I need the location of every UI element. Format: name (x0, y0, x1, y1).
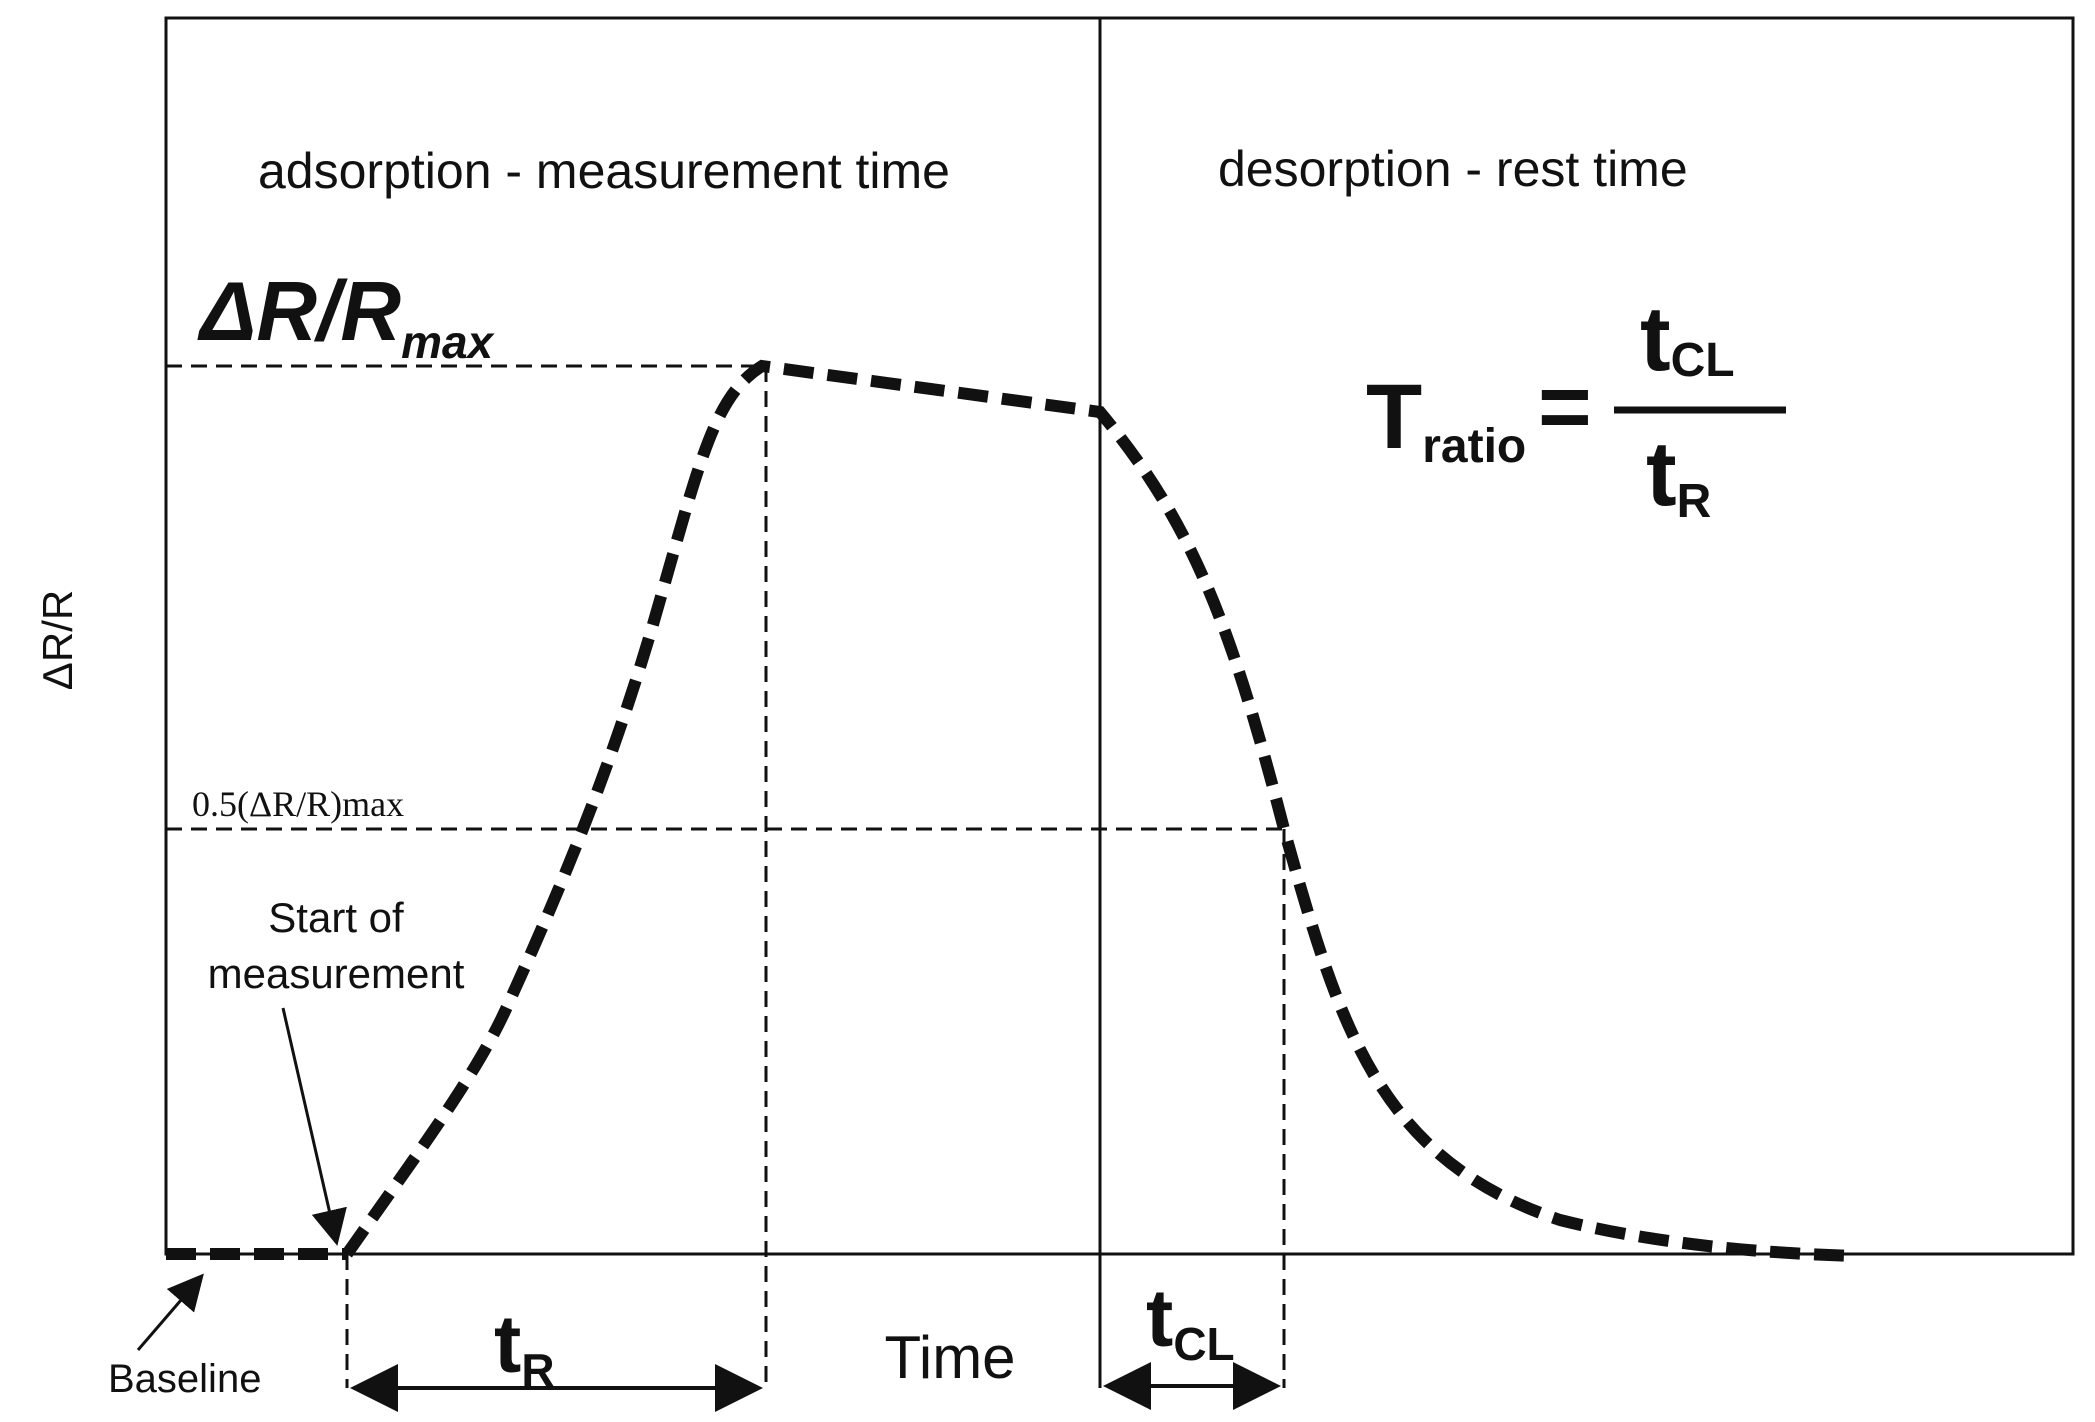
desorption-region-label: desorption - rest time (1218, 141, 1688, 197)
x-axis-label: Time (884, 1324, 1015, 1391)
t-cl-label: tCL (1146, 1273, 1235, 1370)
max-label: ΔR/Rmax (197, 264, 496, 368)
plot-frame (164, 16, 2075, 1256)
formula-equals: = (1538, 356, 1592, 458)
baseline-pointer-arrow (136, 1273, 204, 1351)
y-axis-label: ΔR/R (34, 590, 81, 690)
half-max-label: 0.5(ΔR/R)max (192, 784, 404, 824)
start-label-line1: Start of (268, 894, 404, 941)
baseline-label: Baseline (108, 1357, 261, 1401)
formula-lhs: Tratio (1366, 366, 1526, 473)
adsorption-region-label: adsorption - measurement time (258, 143, 950, 199)
formula-denominator: tR (1646, 423, 1711, 528)
response-curve (342, 359, 1856, 1262)
start-label-line2: measurement (208, 950, 465, 997)
formula-numerator: tCL (1640, 288, 1735, 390)
t-r-label: tR (494, 1299, 555, 1396)
start-pointer-arrow (281, 1007, 347, 1246)
